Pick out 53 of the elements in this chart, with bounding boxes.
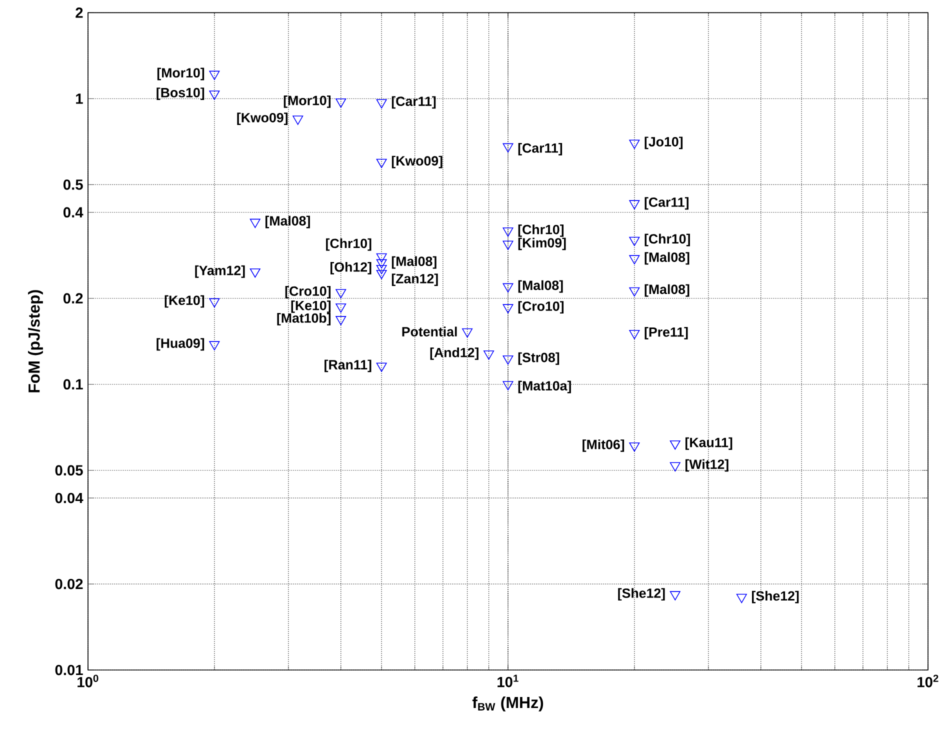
annotation: [Ke10]	[164, 295, 204, 308]
annotation: [Cro10]	[518, 301, 564, 314]
annotation: [And12]	[430, 347, 478, 360]
annotation: [Mat10a]	[518, 380, 571, 394]
annotation: [Mal08]	[644, 284, 690, 297]
annotation: [Bos10]	[156, 88, 204, 100]
x-axis-title: f$_{BW}$ (MHz)	[472, 696, 544, 712]
annotation: [Kwo09]	[392, 156, 442, 168]
annotation: [Kwo09]	[237, 112, 288, 126]
y-axis-title: FoM (pJ/step)	[28, 290, 43, 392]
annotation: [She12]	[752, 590, 799, 604]
annotation: [Wit12]	[685, 459, 728, 472]
y-tick-label: 0.01	[55, 664, 83, 676]
annotation: [Kau11]	[685, 437, 732, 450]
y-tick-label: 0.05	[55, 465, 83, 476]
annotation: [Mor10]	[284, 95, 331, 108]
annotation: [Ke10]	[291, 300, 331, 313]
annotation: [Chr10]	[644, 234, 690, 246]
annotation: [Chr10]	[518, 224, 564, 237]
annotation: [Oh12]	[330, 262, 372, 274]
annotation: [Str08]	[518, 352, 560, 365]
y-tick-label: 0.04	[55, 492, 84, 504]
annotation: [Car11]	[392, 96, 436, 109]
y-tick-label: 1	[76, 94, 83, 104]
annotation: [Kim09]	[518, 238, 566, 250]
y-tick-label: 2	[76, 8, 83, 18]
y-tick-label: 0.4	[63, 207, 84, 218]
x-tick-label: 10$^{0}$	[78, 674, 98, 688]
y-tick-label: 0.5	[63, 179, 83, 190]
annotation: [Mal08]	[644, 252, 690, 265]
x-tick-label: 10$^{1}$	[498, 674, 518, 688]
annotation: [Mat10b]	[277, 313, 331, 326]
annotation: [Car11]	[644, 197, 688, 210]
annotation: [Mor10]	[157, 68, 204, 80]
annotation: [Yam12]	[195, 265, 245, 278]
annotation: [Pre11]	[644, 326, 688, 340]
annotation: [Ran11]	[324, 360, 372, 372]
annotation: [Mit06]	[582, 439, 624, 452]
annotation: [Hua09]	[156, 338, 204, 351]
annotation: [Jo10]	[644, 136, 683, 150]
annotation: Potential	[402, 326, 457, 336]
annotation: [Zan12]	[392, 274, 438, 286]
y-tick-label: 0.2	[63, 293, 83, 304]
annotation: [Cro10]	[285, 286, 331, 298]
annotation: [Chr10]	[326, 238, 372, 251]
annotation: [Mal08]	[265, 216, 310, 228]
annotation: [Mal08]	[392, 256, 436, 269]
annotation: [Car11]	[518, 142, 562, 156]
annotation: [She12]	[618, 588, 665, 601]
y-tick-label: 0.1	[63, 379, 83, 390]
y-tick-label: 0.02	[55, 578, 83, 590]
annotation: [Mal08]	[518, 280, 563, 293]
x-tick-label: 10$^{2}$	[918, 674, 938, 688]
